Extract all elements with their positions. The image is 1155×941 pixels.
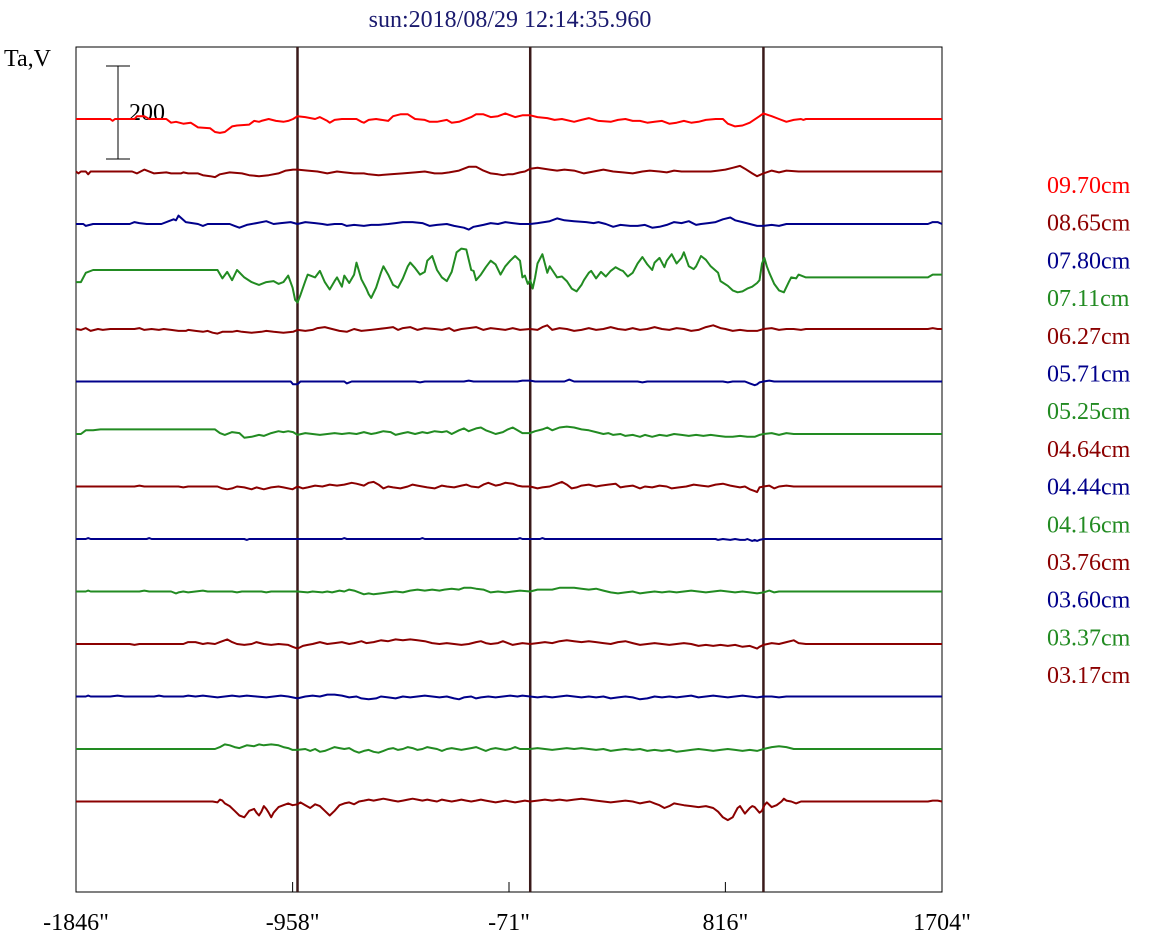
x-tick-label-5: 1704" [913,910,971,936]
series-line-07.11cm [76,247,942,304]
legend-entry-05.25cm: 05.25cm [1047,399,1131,425]
series-line-03.76cm [76,638,942,650]
legend-entry-09.70cm: 09.70cm [1047,173,1131,199]
series-line-03.17cm [76,797,943,822]
series-line-07.80cm [76,214,943,231]
x-axis-ticks: -1846" -958" -71" 816" 1704" [43,882,971,936]
x-tick-label-1: -1846" [43,910,109,936]
legend-entry-03.17cm: 03.17cm [1047,663,1131,689]
series-line-05.25cm [76,425,942,439]
series-line-06.27cm [75,324,942,335]
legend-entry-08.65cm: 08.65cm [1047,211,1131,237]
x-tick-label-4: 816" [702,910,748,936]
series-line-08.65cm [75,164,942,179]
legend-entry-03.76cm: 03.76cm [1047,550,1131,576]
vertical-markers [296,47,765,892]
legend-entry-06.27cm: 06.27cm [1047,324,1131,350]
series-line-03.60cm [76,693,942,701]
legend-entry-07.11cm: 07.11cm [1047,286,1130,312]
legend: 09.70cm 08.65cm 07.80cm 07.11cm 06.27cm 05.71… [1047,173,1131,689]
series-line-04.16cm [76,586,942,596]
scale-bar: 200 [106,65,165,160]
legend-entry-04.64cm: 04.64cm [1047,437,1131,463]
x-tick-label-3: -71" [488,910,530,936]
scale-bar-label: 200 [129,100,165,126]
series-line-03.37cm [76,743,942,754]
legend-entry-04.16cm: 04.16cm [1047,512,1131,538]
legend-entry-07.80cm: 07.80cm [1047,248,1131,274]
series-line-09.70cm [76,112,942,134]
series-lines [75,112,943,822]
legend-entry-04.44cm: 04.44cm [1047,475,1131,501]
series-line-05.71cm [76,378,942,387]
series-line-04.44cm [76,537,942,542]
x-tick-label-2: -958" [266,910,320,936]
legend-entry-03.37cm: 03.37cm [1047,625,1131,651]
legend-entry-03.60cm: 03.60cm [1047,588,1131,614]
series-line-04.64cm [76,480,942,494]
legend-entry-05.71cm: 05.71cm [1047,362,1131,388]
chart-title: sun:2018/08/29 12:14:35.960 [369,7,652,33]
y-axis-label: Ta,V [4,46,52,72]
